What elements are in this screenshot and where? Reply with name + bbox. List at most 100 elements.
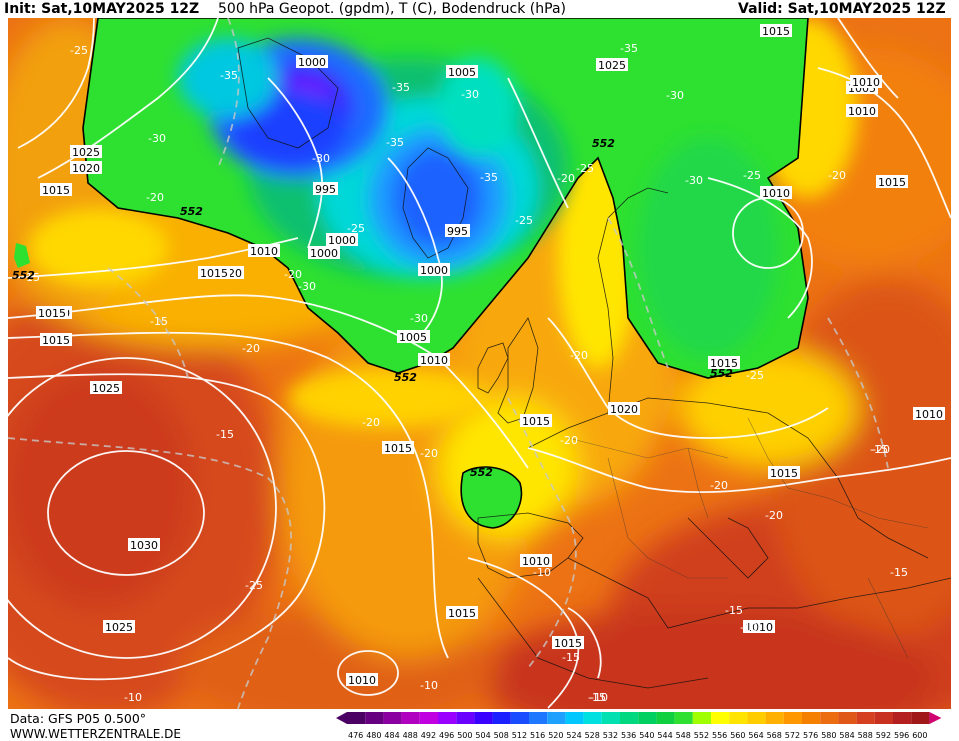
legend-tick-label: 512 — [512, 731, 527, 740]
svg-text:1025: 1025 — [92, 382, 120, 395]
legend-swatch — [383, 712, 402, 724]
legend-tick-label: 540 — [639, 731, 654, 740]
svg-text:-25: -25 — [576, 162, 594, 175]
svg-text:-20: -20 — [560, 434, 578, 447]
svg-text:-20: -20 — [828, 169, 846, 182]
temperature-label: -30 — [298, 280, 316, 293]
svg-text:1010: 1010 — [745, 621, 773, 634]
legend-swatch — [620, 712, 639, 724]
legend-swatch — [802, 712, 821, 724]
legend-arrow-low — [336, 712, 347, 724]
legend-swatch — [820, 712, 839, 724]
init-time: Init: Sat,10MAY2025 12Z — [4, 1, 200, 17]
svg-text:-25: -25 — [743, 169, 761, 182]
legend-swatch — [692, 712, 711, 724]
svg-text:1000: 1000 — [298, 56, 326, 69]
pressure-label: 1010 — [913, 407, 945, 421]
legend-tick-label: 560 — [730, 731, 745, 740]
legend-tick-label: 588 — [858, 731, 873, 740]
svg-text:-25: -25 — [70, 44, 88, 57]
svg-text:995: 995 — [447, 225, 468, 238]
legend-tick-label: 572 — [785, 731, 800, 740]
pressure-label: 1010 — [760, 186, 792, 200]
temperature-label: -20 — [242, 342, 260, 355]
temperature-label: -20 — [146, 191, 164, 204]
svg-text:1000: 1000 — [420, 264, 448, 277]
svg-text:1010: 1010 — [915, 408, 943, 421]
temperature-label: -30 — [685, 174, 703, 187]
svg-text:-25: -25 — [347, 222, 365, 235]
legend-swatch — [347, 712, 366, 724]
temperature-label: -30 — [410, 312, 428, 325]
svg-text:-20: -20 — [872, 443, 890, 456]
geopotential-label: 552 — [710, 367, 733, 380]
svg-text:1010: 1010 — [348, 674, 376, 687]
legend-tick-label: 576 — [803, 731, 818, 740]
svg-text:552: 552 — [12, 269, 35, 282]
pressure-label: 1010 — [743, 620, 775, 634]
pressure-label: 995 — [445, 224, 470, 238]
legend-swatch — [656, 712, 675, 724]
temperature-label: -35 — [392, 81, 410, 94]
svg-text:-30: -30 — [666, 89, 684, 102]
legend-tick-label: 476 — [348, 731, 363, 740]
legend-tick-label: 492 — [421, 731, 436, 740]
svg-text:1010: 1010 — [848, 105, 876, 118]
svg-text:1015: 1015 — [554, 637, 582, 650]
svg-text:-20: -20 — [146, 191, 164, 204]
svg-text:-15: -15 — [588, 691, 606, 704]
weather-map[interactable]: 1000 1005 1015 1025 1005 1010 1025 1020 1015 1010… — [8, 18, 951, 709]
svg-text:1015: 1015 — [42, 184, 70, 197]
pressure-label: 1015 — [198, 266, 230, 280]
svg-text:-15: -15 — [22, 271, 40, 284]
legend-tick-label: 484 — [384, 731, 399, 740]
country-borders — [567, 417, 929, 659]
legend-arrow-high — [929, 712, 942, 724]
svg-text:1025: 1025 — [72, 146, 100, 159]
svg-text:-15: -15 — [890, 566, 908, 579]
temperature-label: -20 — [557, 172, 575, 185]
geopotential-label: 552 — [12, 269, 35, 282]
svg-text:1010: 1010 — [852, 76, 880, 89]
temperature-label: -35 — [480, 171, 498, 184]
geopotential-label: 552 — [394, 371, 417, 384]
legend-tick-label: 516 — [530, 731, 545, 740]
legend-swatch — [911, 712, 930, 724]
svg-text:1005: 1005 — [448, 66, 476, 79]
svg-text:1015: 1015 — [38, 307, 66, 320]
website-link[interactable]: WWW.WETTERZENTRALE.DE — [10, 727, 181, 741]
geopotential-label: 552 — [180, 205, 203, 218]
svg-text:1000: 1000 — [310, 247, 338, 260]
pressure-label: 1000 — [418, 263, 450, 277]
svg-text:-20: -20 — [557, 172, 575, 185]
svg-text:995: 995 — [315, 183, 336, 196]
svg-text:1020: 1020 — [610, 403, 638, 416]
legend-swatch — [856, 712, 875, 724]
svg-text:1030: 1030 — [130, 539, 158, 552]
temperature-label: -15 — [562, 651, 580, 664]
svg-text:-20: -20 — [570, 349, 588, 362]
svg-text:-30: -30 — [461, 88, 479, 101]
temperature-label: -35 — [620, 42, 638, 55]
colorbar-legend: 476 480 484 488 492 496 500 504 508 512 516 520 524 5… — [336, 712, 942, 740]
geopotential-label: 552 — [592, 137, 615, 150]
pressure-label: 1005 — [397, 330, 429, 344]
legend-swatch — [783, 712, 802, 724]
pressure-label: 1010 — [846, 104, 878, 118]
svg-text:1010: 1010 — [250, 245, 278, 258]
svg-text:-30: -30 — [410, 312, 428, 325]
temperature-label: -15 — [725, 604, 743, 617]
temperature-label: -20 — [420, 447, 438, 460]
temperature-label: -15 — [890, 566, 908, 579]
legend-swatch — [711, 712, 730, 724]
temperature-label: -15 — [22, 271, 40, 284]
temperature-label: -25 — [347, 222, 365, 235]
svg-text:-35: -35 — [392, 81, 410, 94]
svg-text:552: 552 — [710, 367, 733, 380]
svg-text:-15: -15 — [725, 604, 743, 617]
pressure-label: 1015 — [36, 306, 68, 320]
temperature-label: -15 — [588, 691, 606, 704]
pressure-label: 1015 — [760, 24, 792, 38]
svg-text:-30: -30 — [312, 152, 330, 165]
svg-text:552: 552 — [394, 371, 417, 384]
